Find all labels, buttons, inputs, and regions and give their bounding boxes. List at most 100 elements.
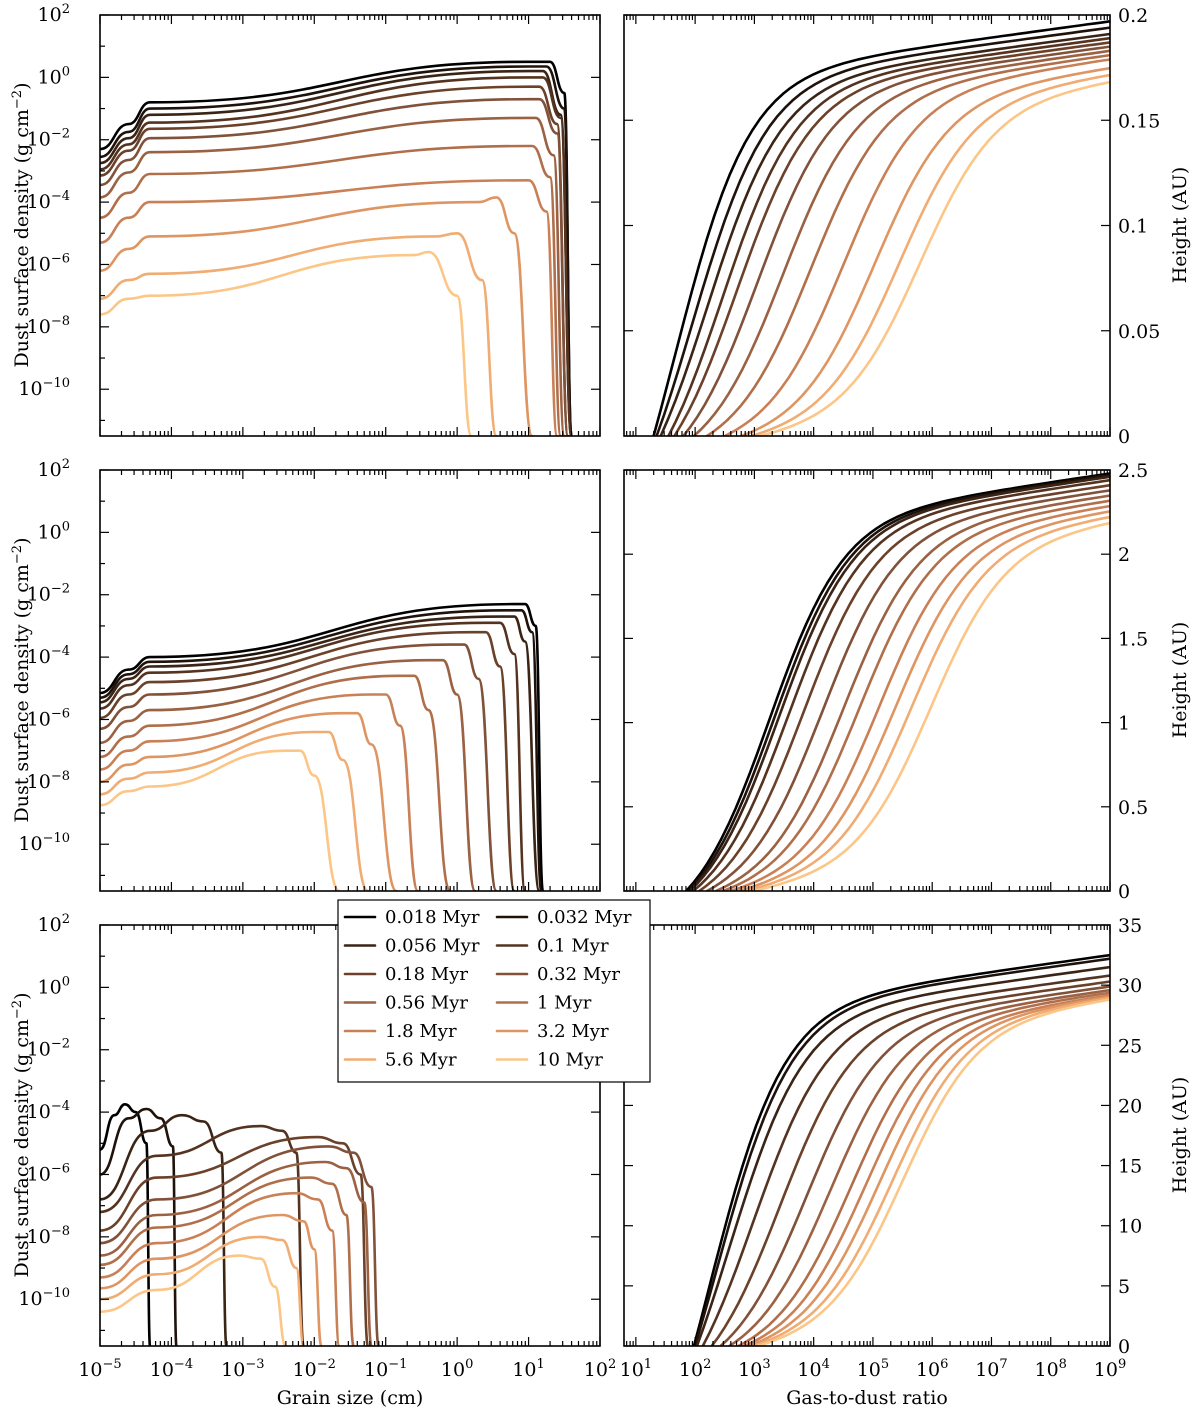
legend-label: 0.056 Myr (385, 936, 480, 957)
ytick-label: 0.5 (1118, 797, 1148, 819)
ytick-label: 1 (1118, 713, 1130, 735)
ylabel-bottom-right: Height (AU) (1169, 1077, 1191, 1194)
panel-bottom-left: 102 100 10−2 10−4 10−6 10−8 10−10 10−5 10−4 10−3 1… (18, 912, 616, 1381)
ytick-label: 10−4 (27, 1099, 70, 1123)
series-line-top-left-7 (100, 116, 566, 436)
series-line-bottom-left-9 (100, 1191, 341, 1346)
legend-label: 1 Myr (537, 993, 592, 1014)
panel-middle-right: 0 0.5 1 1.5 2 2.5 (623, 460, 1148, 903)
legend-label: 3.2 Myr (537, 1021, 609, 1042)
series-line-bottom-right-12 (756, 998, 1110, 1346)
xtick-label: 10−2 (293, 1357, 336, 1381)
legend-label: 0.18 Myr (385, 964, 468, 985)
series-line-top-left-10 (100, 196, 534, 436)
series-line-top-right-6 (682, 45, 1110, 436)
xtick-label: 107 (975, 1357, 1007, 1381)
series-line-bottom-right-3 (695, 965, 1110, 1346)
ticks-top-left: 102 100 10−2 10−4 10−6 10−8 10−10 (18, 2, 601, 436)
panel-bottom-right: 0 5 10 15 20 25 30 35 101 102 103 104 105 106 107 108 10… (620, 915, 1143, 1381)
ytick-label: 100 (38, 519, 70, 543)
series-line-top-right-4 (667, 36, 1110, 436)
ytick-label: 0 (1118, 1336, 1130, 1358)
series-line-bottom-left-8 (100, 1176, 355, 1346)
ytick-label: 10−10 (18, 1286, 70, 1310)
xtick-label: 101 (620, 1357, 652, 1381)
legend-label: 1.8 Myr (385, 1021, 457, 1042)
xtick-label: 108 (1034, 1357, 1066, 1381)
series-line-top-left-2 (100, 65, 573, 436)
ytick-label: 0.15 (1118, 110, 1160, 132)
series-line-middle-right-2 (686, 473, 1110, 891)
ytick-label: 10−10 (18, 376, 70, 400)
series-line-top-left-11 (100, 232, 498, 436)
series-line-bottom-right-9 (743, 993, 1110, 1346)
series-line-top-left-12 (100, 250, 473, 436)
series-line-top-left-9 (100, 178, 559, 436)
ytick-label: 10−6 (27, 706, 70, 730)
series-line-middle-right-12 (751, 521, 1110, 891)
ytick-label: 10−2 (27, 582, 70, 606)
series-line-top-right-8 (705, 53, 1110, 436)
ylabel-top-left: Dust surface density (g cm−2) (10, 83, 33, 368)
series-line-bottom-right-7 (728, 988, 1110, 1346)
ytick-label: 100 (38, 64, 70, 88)
ytick-label: 35 (1118, 915, 1142, 937)
ticks-bottom-right: 0 5 10 15 20 25 30 35 101 102 103 104 105 106 107 108 10… (620, 915, 1143, 1381)
ytick-label: 0 (1118, 881, 1130, 903)
series-group-bottom-left (100, 1103, 380, 1346)
ytick-label: 102 (38, 912, 70, 936)
series-line-bottom-left-1 (100, 1103, 152, 1346)
series-line-middle-right-7 (714, 494, 1110, 891)
series-line-middle-left-9 (100, 693, 420, 891)
ytick-label: 10−8 (27, 1224, 70, 1248)
panel-top-left: 102 100 10−2 10−4 10−6 10−8 10−10 (18, 2, 601, 437)
ytick-label: 10−2 (27, 1037, 70, 1061)
ytick-label: 10−6 (27, 251, 70, 275)
xtick-label: 106 (916, 1357, 948, 1381)
ytick-label: 10−10 (18, 831, 70, 855)
series-line-bottom-right-11 (751, 996, 1110, 1346)
series-line-top-right-10 (740, 66, 1110, 436)
series-line-middle-right-8 (721, 499, 1110, 891)
ytick-label: 5 (1118, 1276, 1130, 1298)
frame-top-right (623, 14, 1111, 437)
series-line-middle-left-3 (100, 615, 541, 891)
series-line-middle-right-4 (692, 478, 1110, 891)
ytick-label: 15 (1118, 1156, 1142, 1178)
series-line-bottom-right-1 (692, 953, 1110, 1346)
series-line-top-right-1 (652, 20, 1110, 436)
ytick-label: 0.1 (1118, 216, 1148, 238)
series-line-bottom-left-2 (100, 1107, 178, 1346)
frame-top-left (99, 14, 601, 437)
series-line-bottom-right-2 (693, 957, 1110, 1346)
series-group-middle-right (684, 472, 1110, 891)
ytick-label: 1.5 (1118, 628, 1148, 650)
ytick-label: 10−4 (27, 644, 70, 668)
xtick-label: 10−3 (221, 1357, 264, 1381)
legend-entries: 0.018 Myr 0.032 Myr 0.056 Myr 0.1 Myr 0.18 M… (343, 907, 632, 1071)
series-group-top-left (100, 60, 573, 436)
ylabel-top-right: Height (AU) (1169, 167, 1191, 284)
legend-label: 5.6 Myr (385, 1050, 457, 1071)
xtick-label: 102 (679, 1357, 711, 1381)
legend: 0.018 Myr 0.032 Myr 0.056 Myr 0.1 Myr 0.18 M… (337, 899, 651, 1083)
ytick-label: 10 (1118, 1216, 1142, 1238)
xlabel-gas-to-dust: Gas-to-dust ratio (786, 1387, 948, 1409)
frame-middle-right (623, 469, 1111, 892)
xtick-label: 10−5 (78, 1357, 121, 1381)
series-group-middle-left (100, 602, 545, 891)
series-line-bottom-right-6 (719, 985, 1110, 1346)
ticks-middle-right: 0 0.5 1 1.5 2 2.5 (624, 460, 1148, 903)
series-line-top-right-7 (692, 49, 1110, 436)
ytick-label: 10−6 (27, 1161, 70, 1185)
legend-label: 0.56 Myr (385, 993, 468, 1014)
ytick-label: 10−2 (27, 127, 70, 151)
series-line-middle-left-8 (100, 674, 452, 891)
series-line-top-left-8 (100, 144, 562, 436)
series-line-middle-left-1 (100, 602, 545, 891)
panel-top-right: 0 0.05 0.1 0.15 0.2 (623, 5, 1160, 448)
series-line-middle-right-11 (744, 515, 1110, 891)
legend-label: 0.032 Myr (537, 907, 632, 928)
series-group-bottom-right (692, 953, 1110, 1346)
